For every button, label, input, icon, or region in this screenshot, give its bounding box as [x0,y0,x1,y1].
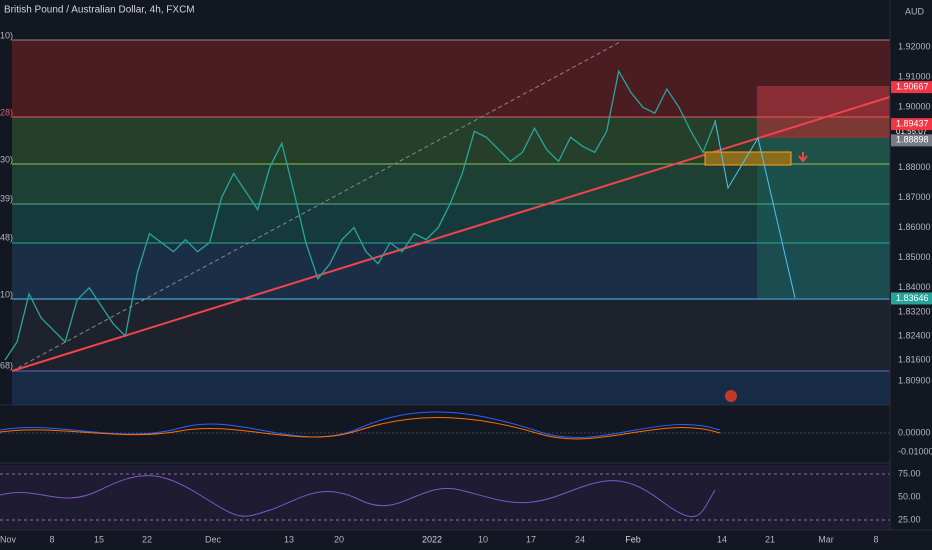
price-label: 1.92000 [898,41,931,51]
box [704,151,792,166]
price-label: 1.84000 [898,282,931,292]
price-label: 1.85000 [898,252,931,262]
time-label: 22 [142,534,152,544]
stop-zone [757,86,890,138]
time-label: 13 [284,534,294,544]
macd-line [0,411,721,439]
rsi-line [0,475,716,518]
fib-zone [12,299,890,371]
price-label: 1.88000 [898,162,931,172]
time-label: Nov [0,534,16,544]
rsi-label: 25.00 [898,514,921,524]
currency: AUD [905,6,925,16]
time-label: 21 [765,534,775,544]
time-label: Mar [818,534,834,544]
time-label: 2022 [422,534,442,544]
fib-label: 28) [0,107,13,117]
rsi-label: 75.00 [898,468,921,478]
fib-zone [12,243,890,299]
price-tag-label: 1.89437 [896,119,929,129]
fib-label: 10) [0,30,13,40]
fib-label: 30) [0,154,13,164]
fib-label: 48) [0,232,13,242]
price-label: 1.86000 [898,222,931,232]
price-tag [891,118,932,131]
time-label: Feb [625,534,641,544]
time-label: 20 [334,534,344,544]
price-tag-label: 1.83646 [896,293,929,303]
symbol-title: British Pound / Australian Dollar, 4h, F… [4,5,195,16]
fib-label: 68) [0,360,13,370]
time-label: 10 [478,534,488,544]
fib-label: 10) [0,289,13,299]
fib-zone [12,204,890,243]
price-label: 1.90000 [898,102,931,112]
time-label: 24 [575,534,585,544]
trendline [11,96,891,372]
time-label: 17 [526,534,536,544]
price-label: 1.83200 [898,306,931,316]
arrow [798,152,808,163]
fib-zone [12,40,890,117]
price-tag [891,292,932,305]
time-label: 8 [49,534,54,544]
macd-label: -0.01000 [898,446,932,456]
fib-dash [11,41,621,372]
price-label: 1.82400 [898,330,931,340]
fib-zone [12,371,890,405]
price-tag [891,134,932,147]
macd-label: 0.00000 [898,427,931,437]
price-tag-label: 1.90667 [896,81,929,91]
time-label: 15 [94,534,104,544]
fib-zone [12,164,890,204]
signal-line [0,417,721,440]
price-label: 1.91000 [898,71,931,81]
price-tag [891,81,932,94]
price-label: 1.87000 [898,192,931,202]
time-label: 14 [717,534,727,544]
price-label: 1.81600 [898,354,931,364]
fib-lines [12,39,890,372]
rsi-label: 50.00 [898,491,921,501]
price-label: 1.80900 [898,375,931,385]
price-tag-label: 1.88898 [896,135,929,145]
event-icon [725,390,737,402]
time-label: Dec [205,534,222,544]
price-line [4,69,716,361]
countdown: 01:55:07 [896,127,928,136]
time-label: 8 [873,534,878,544]
projection [714,119,796,299]
fib-label: 39) [0,193,13,203]
